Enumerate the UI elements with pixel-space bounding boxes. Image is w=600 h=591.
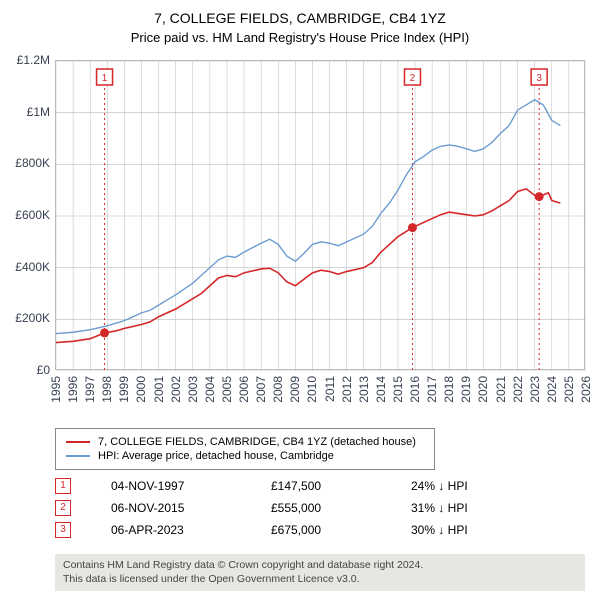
y-tick-label: £200K bbox=[0, 311, 50, 325]
y-tick-label: £1M bbox=[0, 105, 50, 119]
x-tick-label: 1997 bbox=[83, 376, 97, 403]
x-tick-label: 2014 bbox=[374, 376, 388, 403]
txn-price: £675,000 bbox=[271, 523, 371, 537]
chart-container: 7, COLLEGE FIELDS, CAMBRIDGE, CB4 1YZ Pr… bbox=[0, 0, 600, 590]
x-tick-label: 1998 bbox=[100, 376, 114, 403]
plot-area: 1 2 3 bbox=[55, 60, 585, 370]
x-tick-label: 2002 bbox=[169, 376, 183, 403]
x-tick-label: 2022 bbox=[511, 376, 525, 403]
transactions-table: 1 04-NOV-1997 £147,500 24% ↓ HPI 2 06-NOV-201… bbox=[55, 475, 468, 541]
txn-delta: 31% ↓ HPI bbox=[411, 501, 468, 515]
txn-date: 06-NOV-2015 bbox=[111, 501, 231, 515]
x-tick-label: 2009 bbox=[288, 376, 302, 403]
footer-line: This data is licensed under the Open Gov… bbox=[63, 573, 577, 587]
legend-swatch bbox=[66, 455, 90, 457]
y-tick-label: £0 bbox=[0, 363, 50, 377]
x-tick-label: 2018 bbox=[442, 376, 456, 403]
y-tick-label: £800K bbox=[0, 156, 50, 170]
x-tick-label: 2001 bbox=[152, 376, 166, 403]
legend-item: HPI: Average price, detached house, Camb… bbox=[66, 449, 424, 463]
y-tick-label: £1.2M bbox=[0, 53, 50, 67]
chart-title: 7, COLLEGE FIELDS, CAMBRIDGE, CB4 1YZ bbox=[0, 0, 600, 26]
x-tick-label: 2003 bbox=[186, 376, 200, 403]
x-tick-label: 2007 bbox=[254, 376, 268, 403]
x-tick-label: 2021 bbox=[494, 376, 508, 403]
footer-line: Contains HM Land Registry data © Crown c… bbox=[63, 559, 577, 573]
y-tick-label: £600K bbox=[0, 208, 50, 222]
footer: Contains HM Land Registry data © Crown c… bbox=[55, 554, 585, 591]
x-tick-label: 2026 bbox=[579, 376, 593, 403]
chart-subtitle: Price paid vs. HM Land Registry's House … bbox=[0, 26, 600, 45]
x-tick-label: 2019 bbox=[459, 376, 473, 403]
marker-badge: 2 bbox=[55, 500, 71, 516]
legend: 7, COLLEGE FIELDS, CAMBRIDGE, CB4 1YZ (d… bbox=[55, 428, 435, 470]
y-tick-label: £400K bbox=[0, 260, 50, 274]
txn-delta: 24% ↓ HPI bbox=[411, 479, 468, 493]
legend-item: 7, COLLEGE FIELDS, CAMBRIDGE, CB4 1YZ (d… bbox=[66, 435, 424, 449]
x-tick-label: 2012 bbox=[340, 376, 354, 403]
x-tick-label: 2016 bbox=[408, 376, 422, 403]
x-tick-label: 2020 bbox=[476, 376, 490, 403]
txn-date: 06-APR-2023 bbox=[111, 523, 231, 537]
x-tick-label: 2006 bbox=[237, 376, 251, 403]
x-tick-label: 1995 bbox=[49, 376, 63, 403]
x-tick-label: 2023 bbox=[528, 376, 542, 403]
txn-date: 04-NOV-1997 bbox=[111, 479, 231, 493]
x-tick-label: 2000 bbox=[134, 376, 148, 403]
x-tick-label: 1996 bbox=[66, 376, 80, 403]
x-tick-label: 2008 bbox=[271, 376, 285, 403]
x-tick-label: 2005 bbox=[220, 376, 234, 403]
chart-svg: 1 2 3 bbox=[56, 61, 586, 371]
txn-price: £147,500 bbox=[271, 479, 371, 493]
x-tick-label: 2017 bbox=[425, 376, 439, 403]
legend-label: HPI: Average price, detached house, Camb… bbox=[98, 450, 334, 462]
x-tick-label: 2013 bbox=[357, 376, 371, 403]
legend-swatch bbox=[66, 441, 90, 443]
transaction-row: 3 06-APR-2023 £675,000 30% ↓ HPI bbox=[55, 519, 468, 541]
svg-text:1: 1 bbox=[102, 73, 108, 84]
transaction-row: 1 04-NOV-1997 £147,500 24% ↓ HPI bbox=[55, 475, 468, 497]
x-tick-label: 2010 bbox=[305, 376, 319, 403]
txn-delta: 30% ↓ HPI bbox=[411, 523, 468, 537]
x-tick-label: 2025 bbox=[562, 376, 576, 403]
txn-price: £555,000 bbox=[271, 501, 371, 515]
x-tick-label: 2024 bbox=[545, 376, 559, 403]
marker-badge: 3 bbox=[55, 522, 71, 538]
transaction-row: 2 06-NOV-2015 £555,000 31% ↓ HPI bbox=[55, 497, 468, 519]
x-tick-label: 2015 bbox=[391, 376, 405, 403]
svg-text:2: 2 bbox=[410, 73, 416, 84]
marker-badge: 1 bbox=[55, 478, 71, 494]
legend-label: 7, COLLEGE FIELDS, CAMBRIDGE, CB4 1YZ (d… bbox=[98, 436, 416, 448]
svg-text:3: 3 bbox=[536, 73, 542, 84]
x-tick-label: 2004 bbox=[203, 376, 217, 403]
x-tick-label: 2011 bbox=[323, 376, 337, 402]
x-tick-label: 1999 bbox=[117, 376, 131, 403]
